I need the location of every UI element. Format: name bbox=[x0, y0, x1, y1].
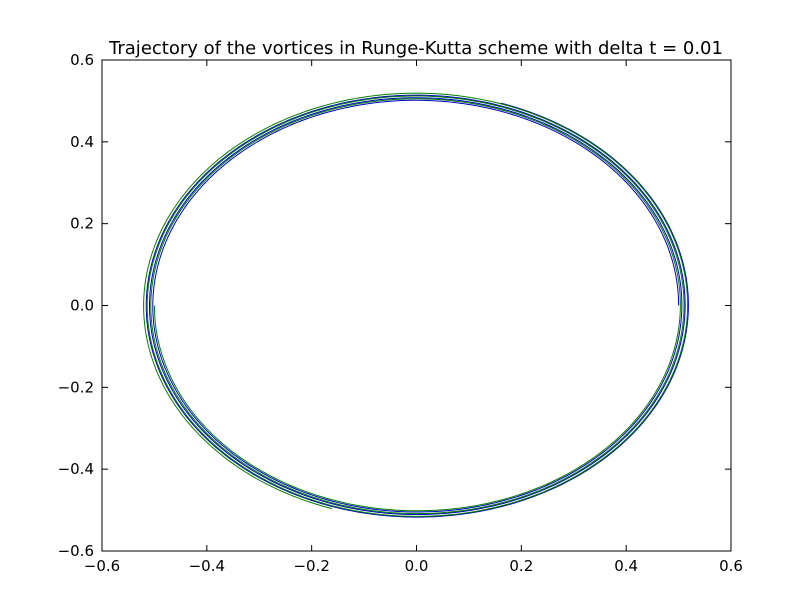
y-tick-label: −0.4 bbox=[58, 460, 94, 478]
x-tick-label: 0.2 bbox=[509, 557, 533, 575]
x-tick-label: 0.6 bbox=[719, 557, 743, 575]
y-tick-label: 0.2 bbox=[70, 215, 94, 233]
trajectory-series-2 bbox=[143, 92, 689, 517]
trajectory-series-1 bbox=[145, 94, 689, 518]
x-tick-label: −0.2 bbox=[293, 557, 329, 575]
y-tick-label: −0.2 bbox=[58, 378, 94, 396]
series-layer bbox=[143, 92, 689, 518]
y-tick-label: 0.6 bbox=[70, 51, 94, 69]
x-tick-label: 0.0 bbox=[405, 557, 429, 575]
x-tick-label: −0.4 bbox=[189, 557, 225, 575]
y-tick-label: 0.4 bbox=[70, 133, 94, 151]
y-tick-label: 0.0 bbox=[70, 297, 94, 315]
tick-layer: −0.6 −0.4 −0.2 0.0 0.2 0.4 0.6 −0.6 −0.4 −0.2 0.0 0… bbox=[58, 51, 743, 575]
x-tick-label: 0.4 bbox=[614, 557, 638, 575]
chart-title: Trajectory of the vortices in Runge-Kutt… bbox=[108, 38, 723, 59]
y-tick-label: −0.6 bbox=[58, 542, 94, 560]
plot-frame bbox=[101, 59, 732, 552]
x-tick-label: −0.6 bbox=[84, 557, 120, 575]
